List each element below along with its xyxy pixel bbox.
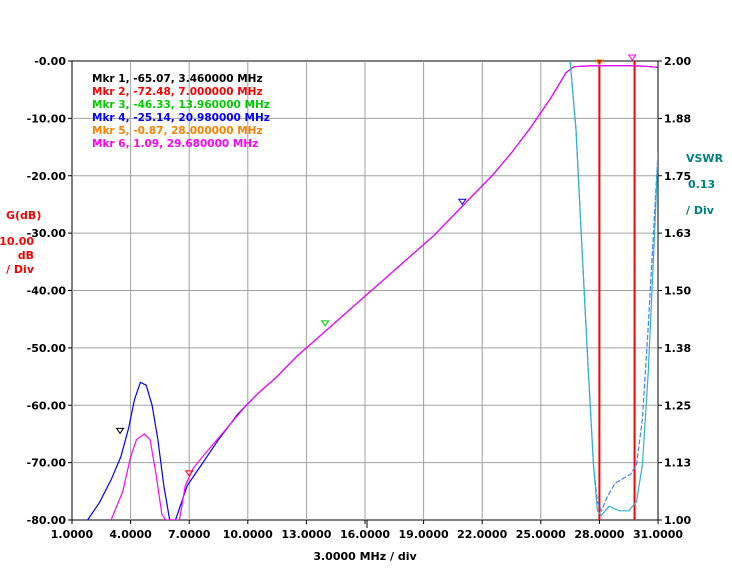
- left-tick-label: -70.00: [27, 457, 67, 470]
- x-tick-label: 13.0000: [281, 528, 331, 541]
- left-tick-label: -10.00: [27, 112, 67, 125]
- marker-readout-line: Mkr 5, -0.87, 28.000000 MHz: [92, 125, 263, 137]
- marker-readout-line: Mkr 6, 1.09, 29.680000 MHz: [92, 138, 258, 150]
- right-axis-scale-value: 0.13: [688, 178, 715, 191]
- left-tick-label: -20.00: [27, 170, 67, 183]
- right-axis-label: VSWR: [686, 152, 724, 165]
- right-axis-scale-per-div: / Div: [686, 204, 715, 217]
- x-tick-label: 1.0000: [51, 528, 94, 541]
- right-tick-label: 1.88: [664, 112, 691, 125]
- right-tick-label: 1.13: [664, 457, 691, 470]
- left-tick-label: -30.00: [27, 227, 67, 240]
- x-tick-label: 16.0000: [340, 528, 390, 541]
- left-axis-scale-per-div: / Div: [6, 263, 35, 276]
- right-tick-label: 2.00: [664, 55, 691, 68]
- marker-readout-line: Mkr 2, -72.48, 7.000000 MHz: [92, 86, 263, 98]
- x-axis-label: 3.0000 MHz / div: [313, 550, 417, 563]
- x-tick-label: 4.0000: [109, 528, 152, 541]
- marker-glyphs: [115, 54, 637, 477]
- marker-triangle: [115, 427, 125, 435]
- x-tick-label: 22.0000: [457, 528, 507, 541]
- right-tick-label: 1.00: [664, 514, 691, 527]
- marker-triangle: [184, 470, 194, 477]
- marker-triangle: [320, 320, 330, 327]
- left-tick-label: -0.00: [34, 55, 66, 68]
- series-line: [110, 64, 658, 520]
- x-tick-label: 19.0000: [399, 528, 449, 541]
- left-tick-label: -40.00: [27, 285, 67, 298]
- series-group: [87, 61, 658, 520]
- right-tick-label: 1.75: [664, 170, 691, 183]
- left-axis-ticks: -0.00 -10.00 -20.00 -30.00 -40.00 -50.00 -60.0…: [27, 55, 72, 527]
- marker-lines: [598, 61, 636, 520]
- left-axis-label: G(dB): [6, 209, 41, 222]
- right-tick-label: 1.50: [664, 285, 691, 298]
- right-tick-label: 1.25: [664, 399, 691, 412]
- x-tick-label: 25.0000: [516, 528, 566, 541]
- marker-triangle: [627, 54, 637, 61]
- left-axis-scale-value: 10.00: [0, 235, 34, 248]
- right-tick-label: 1.38: [664, 342, 691, 355]
- x-tick-label: 28.0000: [574, 528, 624, 541]
- x-axis-ticks: 1.0000 4.0000 7.0000 10.0000 13.0000 16.0000 1…: [51, 520, 683, 541]
- marker-triangle: [594, 59, 604, 66]
- marker-triangle: [457, 198, 467, 206]
- left-axis-scale-unit: dB: [18, 249, 34, 262]
- right-axis-ticks: 2.00 1.88 1.75 1.63 1.50 1.38 1.25 1.13 1.00: [658, 55, 691, 527]
- x-tick-label: 7.0000: [168, 528, 211, 541]
- x-tick-label: 10.0000: [223, 528, 273, 541]
- x-tick-label: 31.0000: [633, 528, 683, 541]
- marker-readout-line: Mkr 4, -25.14, 20.980000 MHz: [92, 112, 270, 124]
- left-tick-label: -50.00: [27, 342, 67, 355]
- left-tick-label: -60.00: [27, 399, 67, 412]
- marker-readout-line: Mkr 3, -46.33, 13.960000 MHz: [92, 99, 270, 111]
- series-line: [569, 61, 658, 517]
- left-tick-label: -80.00: [27, 514, 67, 527]
- right-tick-label: 1.63: [664, 227, 691, 240]
- marker-readout-line: Mkr 1, -65.07, 3.460000 MHz: [92, 73, 263, 85]
